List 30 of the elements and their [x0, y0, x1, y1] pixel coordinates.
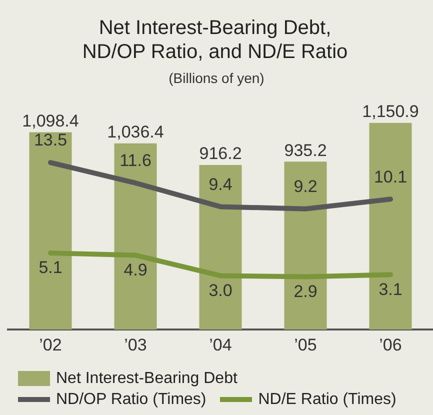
x-tick-label: ’03 — [124, 335, 147, 354]
data-label: 11.6 — [120, 151, 152, 170]
data-label: 10.1 — [374, 167, 408, 186]
bar — [284, 162, 327, 330]
data-label: 916.2 — [199, 144, 242, 164]
bar — [369, 122, 412, 330]
bar — [29, 132, 72, 330]
data-label: 1,098.4 — [22, 111, 79, 130]
data-label: 935.2 — [284, 140, 327, 160]
data-label: 9.2 — [294, 177, 318, 196]
chart-subtitle: (Billions of yen) — [168, 70, 266, 86]
legend-label: ND/E Ratio (Times) — [257, 390, 396, 410]
x-tick-label: ’05 — [294, 335, 317, 354]
data-label: 3.1 — [378, 280, 402, 299]
data-label: 1,150.9 — [362, 102, 419, 122]
data-label: 2.9 — [294, 282, 318, 301]
data-label: 13.5 — [34, 130, 68, 150]
legend-label: ND/OP Ratio (Times) — [55, 390, 206, 410]
x-tick-label: ’04 — [209, 335, 232, 354]
data-label: 5.1 — [38, 258, 62, 278]
x-tick-label: ’06 — [379, 335, 402, 354]
data-label: 9.4 — [208, 174, 232, 194]
chart-title: Net Interest-Bearing Debt, ND/OP Ratio, and ND/E Ratio — [81, 16, 349, 64]
x-tick-label: ’02 — [39, 335, 62, 354]
data-label: 1,036.4 — [107, 122, 164, 142]
legend-label: Net Interest-Bearing Debt — [55, 369, 238, 389]
data-label: 3.0 — [208, 280, 232, 300]
data-label: 4.9 — [124, 260, 148, 280]
bar — [114, 143, 157, 330]
bar — [199, 164, 242, 330]
